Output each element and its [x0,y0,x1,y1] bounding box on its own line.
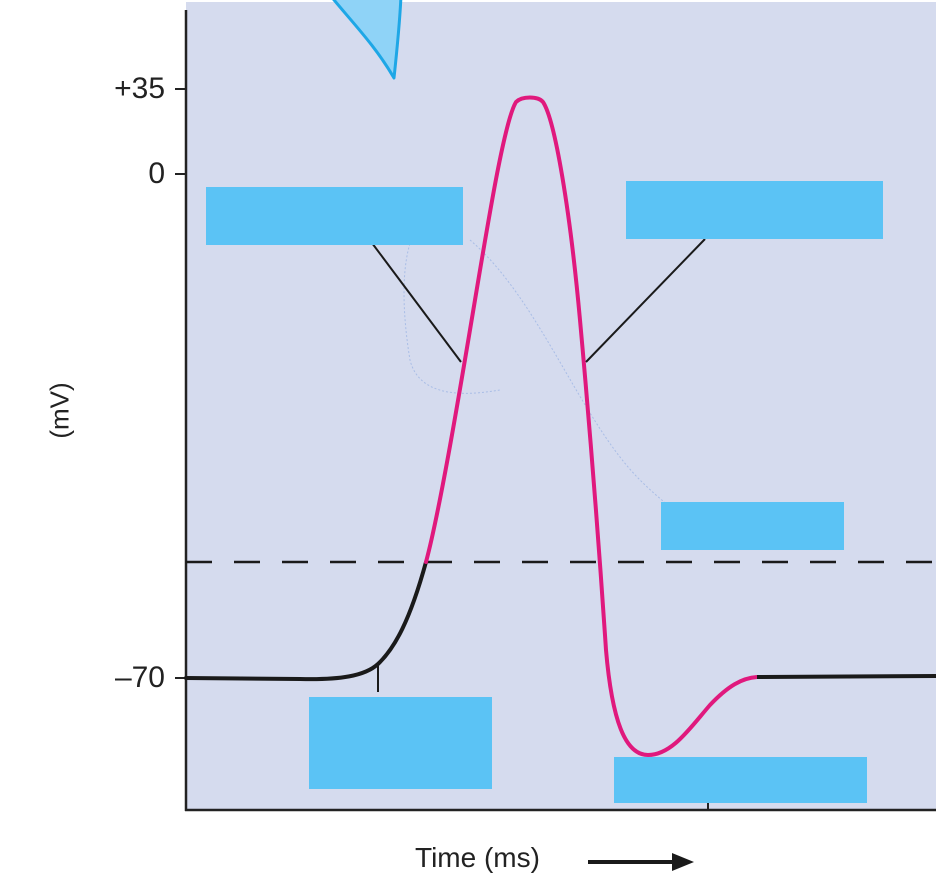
resting-potential-curve-right [756,674,936,679]
right-arrow-icon [672,853,694,871]
label-box-rising-phase[interactable] [206,187,463,245]
label-box-stimulus[interactable] [309,697,492,789]
plot-background [186,2,936,810]
label-box-falling-phase[interactable] [626,181,883,239]
label-box-undershoot[interactable] [614,757,867,803]
y-tick-label-35: +35 [114,72,165,105]
action-potential-spike-curve [424,95,759,758]
y-axis-title: (mV) [44,382,75,439]
y-tick-label-minus70: –70 [114,661,165,694]
x-axis-title: Time (ms) [415,842,540,873]
pointer-arrow-icon [332,0,403,80]
leader-line-rising [371,242,462,363]
leader-line-falling [585,238,706,363]
label-box-threshold[interactable] [661,502,844,550]
y-tick-label-0: 0 [148,157,165,190]
